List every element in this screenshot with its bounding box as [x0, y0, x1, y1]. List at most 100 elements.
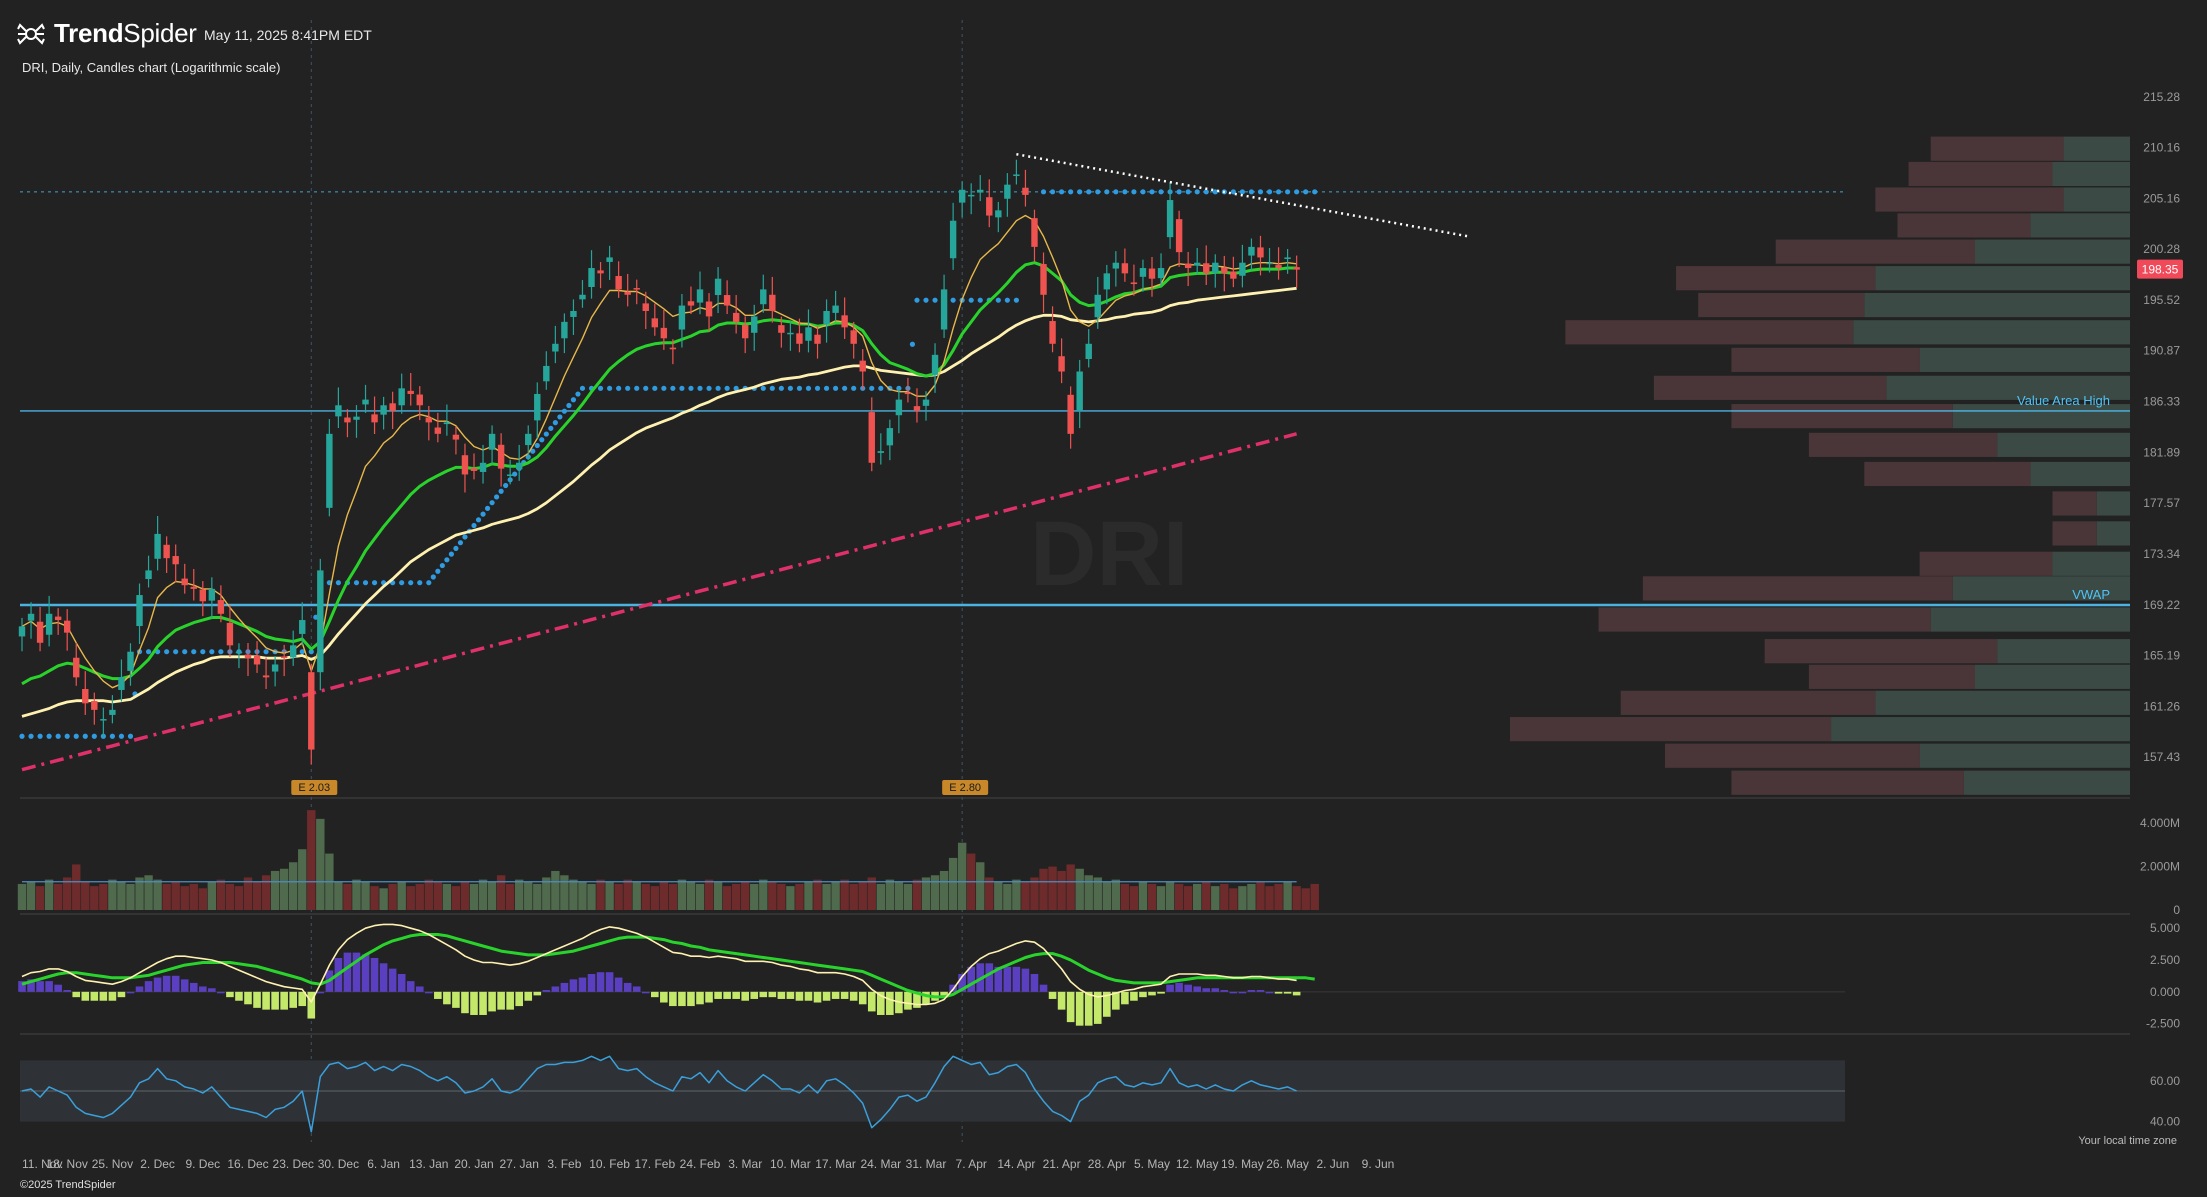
candle-body — [561, 321, 568, 339]
support-dot — [823, 385, 830, 391]
support-dot — [1158, 189, 1164, 195]
x-tick-label: 11. Nov — [22, 1157, 62, 1171]
support-dot — [480, 511, 486, 517]
macd-histogram-bar — [443, 991, 451, 1005]
support-dot — [91, 733, 97, 739]
macd-histogram-bar — [1211, 988, 1220, 992]
volume-bar — [596, 879, 605, 910]
support-dot — [679, 385, 685, 391]
candle-body — [181, 578, 188, 586]
support-dot — [778, 385, 784, 391]
volume-bar — [207, 881, 217, 910]
macd-histogram-bar — [1202, 988, 1211, 992]
volume-bar — [1202, 881, 1211, 910]
trendspider-logo[interactable]: TrendSpider — [16, 18, 197, 49]
volume-bar — [397, 881, 406, 910]
candle-body — [525, 433, 532, 446]
macd-histogram-bar — [614, 977, 623, 992]
volume-bar — [252, 881, 262, 910]
volume-bar — [1292, 886, 1301, 910]
candle-body — [45, 613, 53, 635]
volume-bar — [1075, 868, 1084, 910]
macd-histogram-bar — [904, 991, 912, 1010]
support-dot — [579, 385, 586, 391]
candle-body — [958, 189, 966, 203]
x-tick-label: 10. Feb — [589, 1157, 630, 1171]
macd-histogram-bar — [958, 974, 966, 992]
support-dot — [552, 420, 558, 426]
macd-histogram-bar — [488, 991, 496, 1012]
macd-histogram-bar — [1057, 991, 1066, 1010]
macd-histogram-bar — [1148, 991, 1156, 996]
volume-bar — [722, 886, 732, 910]
support-dot — [597, 385, 604, 391]
macd-histogram-bar — [542, 990, 551, 992]
horizontal-levels: Value Area High VWAP — [20, 191, 2130, 607]
candle-body — [1067, 394, 1074, 434]
volume-bar — [126, 883, 135, 910]
volume-bar — [894, 881, 904, 910]
volume-bar — [795, 883, 804, 910]
volume-bar — [180, 886, 189, 910]
ema-lines — [21, 214, 1297, 718]
volume-bar — [741, 881, 750, 910]
volume-bar — [135, 877, 144, 910]
x-tick-label: 13. Jan — [409, 1157, 448, 1171]
profile-bar-up — [1886, 375, 2130, 400]
volume-bar — [505, 883, 515, 910]
support-dot — [1176, 189, 1182, 195]
volume-bar — [840, 879, 849, 910]
timezone-note[interactable]: Your local time zone — [2078, 1135, 2177, 1147]
macd-histogram-bar — [687, 991, 695, 1007]
macd-histogram-bar — [641, 991, 650, 994]
resistance-trendline[interactable]: E 2.03 E 2.80 — [291, 152, 1469, 795]
last-price-tag — [2137, 259, 2183, 279]
macd-histogram-bar — [1130, 991, 1138, 1001]
sma-long-line — [21, 432, 1298, 772]
level-label: VWAP — [2072, 587, 2110, 602]
support-dot — [1095, 189, 1101, 195]
macd-histogram-bar — [415, 986, 424, 992]
macd-tick-label: 0.000 — [2150, 985, 2180, 999]
volume-bar — [144, 875, 153, 910]
earnings-marker — [942, 780, 989, 795]
support-dot — [453, 545, 459, 552]
support-dot — [263, 649, 269, 655]
macd-histogram-bar — [461, 991, 469, 1014]
profile-bar-up — [1875, 690, 2130, 715]
candle-body — [913, 406, 921, 411]
macd-tick-label: 2.500 — [2150, 953, 2180, 967]
volume-bar — [469, 883, 479, 910]
volume-bar — [90, 886, 99, 910]
support-dot — [462, 534, 468, 540]
candle-body — [579, 294, 586, 300]
profile-bar-up — [2052, 161, 2130, 187]
volume-bar — [623, 879, 632, 910]
volume-bar — [451, 886, 461, 910]
support-dot — [670, 385, 676, 391]
support-dot — [1212, 189, 1218, 195]
profile-bar-down — [1775, 239, 1975, 264]
candle-body — [398, 388, 405, 406]
candle-body — [570, 310, 577, 317]
price-tick-label: 200.28 — [2143, 242, 2180, 256]
profile-bar-down — [1676, 266, 1876, 291]
macd-histogram-bar — [208, 988, 216, 992]
x-tick-label: 31. Mar — [906, 1157, 947, 1171]
x-tick-label: 27. Jan — [500, 1157, 539, 1171]
macd-histogram-bar — [99, 991, 108, 1001]
volume-bar — [352, 879, 361, 910]
macd-histogram-bar — [1003, 966, 1012, 992]
resistance-trendline — [1016, 152, 1469, 238]
volume-bar — [415, 883, 424, 910]
support-dot — [575, 391, 581, 397]
candle-body — [380, 405, 387, 415]
macd-histogram-bar — [723, 991, 731, 999]
macd-histogram-bar — [434, 991, 442, 999]
macd-histogram-bar — [479, 991, 487, 1015]
x-tick-label: 21. Apr — [1043, 1157, 1081, 1171]
volume-bar — [578, 881, 587, 910]
macd-histogram-bar — [940, 991, 948, 996]
macd-histogram-bar — [470, 991, 478, 1015]
